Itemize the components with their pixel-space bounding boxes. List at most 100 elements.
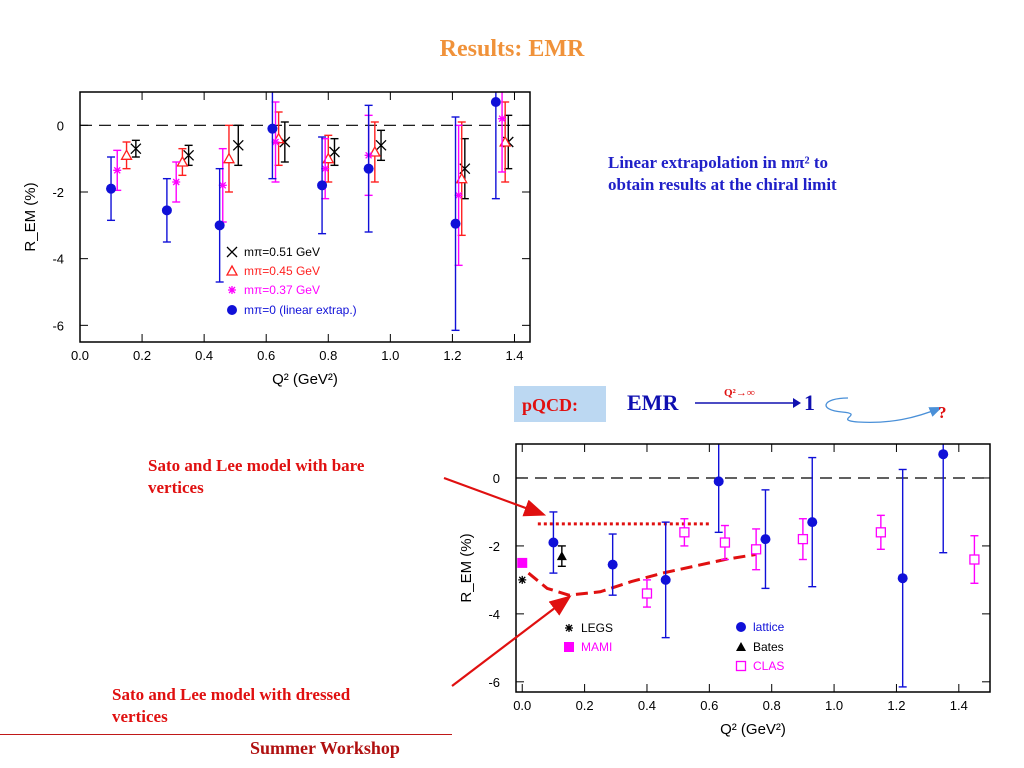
data-point <box>498 114 507 123</box>
annotation-dressed-line-1: Sato and Lee model with dressed <box>112 685 351 704</box>
x-tick-label: 1.4 <box>505 348 523 363</box>
y-tick-label: 0 <box>493 471 500 486</box>
x-tick-label: 0.8 <box>319 348 337 363</box>
data-point <box>232 139 244 151</box>
data-point <box>271 138 280 146</box>
model-curve <box>527 552 757 597</box>
data-point <box>183 149 195 161</box>
data-point <box>517 557 528 568</box>
legend-label: mπ=0 (linear extrap.) <box>244 303 357 317</box>
arrow-bare-vertices <box>443 476 547 517</box>
legend-label: mπ=0.37 GeV <box>244 283 320 297</box>
data-point <box>450 218 461 229</box>
data-point <box>106 183 117 194</box>
y-tick-label: -6 <box>488 675 500 690</box>
pqcd-label: pQCD: <box>522 395 579 415</box>
x-tick-label: 0.0 <box>513 698 531 713</box>
data-point <box>797 533 809 545</box>
data-point <box>454 191 463 200</box>
legend-label: mπ=0.51 GeV <box>244 245 320 259</box>
data-point <box>222 152 236 164</box>
data-point <box>214 220 225 231</box>
legend-label: MAMI <box>581 640 612 654</box>
data-point <box>897 573 908 584</box>
x-tick-label: 0.8 <box>763 698 781 713</box>
pqcd-formula: EMR Q²→∞ 1 <box>627 387 815 415</box>
x-tick-label: 1.2 <box>443 348 461 363</box>
legend-label: Bates <box>753 640 784 654</box>
data-point <box>363 163 374 174</box>
data-points <box>517 444 980 688</box>
data-point <box>969 554 980 565</box>
legend-marker <box>736 622 746 632</box>
formula-rhs: 1 <box>804 390 815 415</box>
x-tick-label: 0.6 <box>700 698 718 713</box>
annotation-bare-line-2: vertices <box>148 478 204 497</box>
data-point <box>660 574 671 585</box>
data-point <box>875 527 887 538</box>
x-tick-label: 0.4 <box>638 698 656 713</box>
footer-divider <box>0 734 452 735</box>
data-points <box>106 92 514 332</box>
plot-frame <box>79 91 531 343</box>
y-axis-label: R_EM (%) <box>458 533 475 602</box>
data-point <box>375 139 387 151</box>
formula-lhs: EMR <box>627 390 679 415</box>
data-point <box>807 517 818 528</box>
annotation-dressed-vertices: Sato and Lee model with dressed vertices <box>112 684 442 728</box>
annotation-dressed-line-2: vertices <box>112 707 168 726</box>
x-tick-label: 0.2 <box>133 348 151 363</box>
x-tick-label: 1.4 <box>950 698 968 713</box>
data-point <box>267 123 278 134</box>
x-tick-label: 0.2 <box>576 698 594 713</box>
explanation-text: Linear extrapolation in mπ² to obtain re… <box>608 152 938 196</box>
x-tick-label: 1.2 <box>887 698 905 713</box>
data-point <box>679 527 690 538</box>
data-point <box>172 178 181 186</box>
x-tick-label: 0.6 <box>257 348 275 363</box>
footer-text: Summer Workshop <box>250 738 400 758</box>
legend-marker <box>225 264 239 276</box>
data-point <box>518 575 527 584</box>
y-tick-label: -4 <box>52 252 64 267</box>
slide-title: Results: EMR <box>439 36 585 62</box>
data-point <box>556 551 567 561</box>
x-tick-label: 1.0 <box>825 698 843 713</box>
annotation-bare-line-1: Sato and Lee model with bare <box>148 456 365 475</box>
legend-marker <box>735 660 747 672</box>
data-point <box>607 559 618 570</box>
data-point <box>120 148 133 160</box>
x-tick-label: 0.4 <box>195 348 213 363</box>
data-point <box>218 181 227 190</box>
data-point <box>641 588 653 599</box>
data-point <box>113 166 122 175</box>
data-point <box>750 544 762 555</box>
explanation-line-1: Linear extrapolation in mπ² to <box>608 153 828 172</box>
question-mark: ? <box>938 403 947 422</box>
legend-label: CLAS <box>753 659 784 673</box>
formula-arrowhead <box>793 398 801 408</box>
legend-label: LEGS <box>581 621 613 635</box>
data-point <box>329 146 340 158</box>
legend-marker <box>227 305 237 315</box>
y-tick-label: 0 <box>57 118 64 133</box>
data-point <box>321 164 330 173</box>
legend-marker <box>226 246 238 258</box>
arrow-dressed-vertices <box>451 595 572 687</box>
plot-frame <box>515 443 991 693</box>
data-point <box>548 537 559 548</box>
legend-label: mπ=0.45 GeV <box>244 264 320 278</box>
y-axis-label: R_EM (%) <box>22 182 39 251</box>
data-point <box>161 205 172 216</box>
formula-arrow-label: Q²→∞ <box>724 387 755 399</box>
data-point <box>760 534 771 545</box>
x-tick-label: 0.0 <box>71 348 89 363</box>
explanation-line-2: obtain results at the chiral limit <box>608 175 837 194</box>
squiggle-arrow <box>825 397 943 424</box>
legend-label: lattice <box>753 620 785 634</box>
legend-marker <box>736 642 746 651</box>
data-point <box>713 476 724 487</box>
data-point <box>938 449 949 460</box>
